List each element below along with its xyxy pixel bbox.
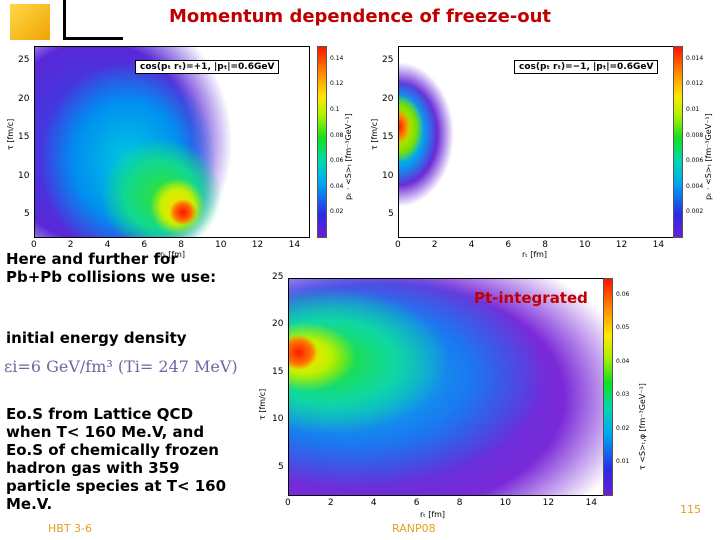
y-tick-label: 20 xyxy=(272,319,284,330)
decorative-square xyxy=(10,4,50,40)
y-tick-label: 25 xyxy=(382,55,394,66)
x-tick-label: 2 xyxy=(431,240,438,250)
colorbar-top-left xyxy=(317,46,327,238)
legend-top-right: cos(pₜ rₜ)=−1, |pₜ|=0.6GeV xyxy=(514,60,659,74)
x-tick-label: 10 xyxy=(215,240,227,250)
legend-top-left: cos(pₜ rₜ)=+1, |pₜ|=0.6GeV xyxy=(135,60,280,74)
colorbar-tick-label: 0.04 xyxy=(330,182,344,190)
x-tick-label: 2 xyxy=(327,498,334,508)
y-tick-label: 5 xyxy=(24,208,30,219)
page-number: 115 xyxy=(680,503,701,516)
colorbar-tick-label: 0.012 xyxy=(686,80,704,88)
x-tick-label: 12 xyxy=(615,240,628,250)
y-tick-label: 10 xyxy=(18,170,30,181)
x-tick-label: 8 xyxy=(542,240,548,250)
x-tick-label: 12 xyxy=(251,240,264,250)
x-tick-label: 14 xyxy=(585,498,597,508)
colorbar-tick-label: 0.002 xyxy=(686,208,704,216)
x-tick-label: 10 xyxy=(579,240,591,250)
x-tick-label: 0 xyxy=(285,498,291,508)
colorbar-tick-label: 0.1 xyxy=(330,106,340,113)
eos-line-3: Eo.S of chemically frozen xyxy=(6,441,219,459)
intro-text: Here and further for Pb+Pb collisions we… xyxy=(6,250,216,286)
y-tick-label: 5 xyxy=(388,208,394,219)
heatmap-panel-top-left xyxy=(34,46,310,238)
colorbar-tick-label: 0.014 xyxy=(686,54,704,62)
footer-left: HBT 3-6 xyxy=(48,522,92,535)
colorbar-axis-label: pₜ · <S>ₜ [fm⁻³GeV⁻¹] xyxy=(704,113,713,200)
x-axis-label: rₜ [fm] xyxy=(160,250,186,259)
colorbar-tick-label: 0.02 xyxy=(616,424,630,432)
colorbar-axis-label: pₜ · <S>ₜ [fm⁻³GeV⁻¹] xyxy=(344,113,353,200)
x-axis-label: rₜ [fm] xyxy=(522,250,548,259)
x-tick-label: 4 xyxy=(468,240,475,250)
colorbar-tick-label: 0.05 xyxy=(616,324,630,332)
colorbar-tick-label: 0.12 xyxy=(330,80,344,88)
eos-line-1: Eo.S from Lattice QCD xyxy=(6,405,194,423)
y-tick-label: 25 xyxy=(18,55,30,66)
colorbar-tick-label: 0.004 xyxy=(686,182,704,190)
colorbar-tick-label: 0.06 xyxy=(616,290,630,298)
decorative-vertical-line xyxy=(63,0,66,40)
colorbar-tick-label: 0.08 xyxy=(330,131,344,139)
heatmap-panel-top-right xyxy=(398,46,674,238)
y-tick-label: 10 xyxy=(272,414,284,425)
decorative-horizontal-line xyxy=(63,37,123,40)
y-axis-label: τ [fm/c] xyxy=(370,118,379,150)
pt-integrated-label: Pt-integrated xyxy=(474,289,588,307)
colorbar-top-right xyxy=(673,46,683,238)
intro-line-2: Pb+Pb collisions we use: xyxy=(6,268,217,286)
y-tick-label: 20 xyxy=(18,93,30,104)
x-tick-label: 6 xyxy=(505,240,512,250)
y-tick-label: 15 xyxy=(18,132,30,143)
x-tick-label: 12 xyxy=(542,498,555,508)
eos-text: Eo.S from Lattice QCD when T< 160 Me.V, … xyxy=(6,405,226,513)
x-tick-label: 0 xyxy=(395,240,401,250)
y-tick-label: 10 xyxy=(382,170,394,181)
colorbar-bottom xyxy=(603,278,613,496)
y-tick-label: 5 xyxy=(278,461,284,472)
x-tick-label: 8 xyxy=(178,240,184,250)
eos-line-5: particle species at T< 160 xyxy=(6,477,227,495)
slide-title: Momentum dependence of freeze-out xyxy=(168,6,552,27)
x-tick-label: 0 xyxy=(31,240,37,250)
colorbar-axis-label: τ <S>ₜ,φ [fm⁻³GeV⁻¹] xyxy=(638,383,647,470)
y-axis-label: τ [fm/c] xyxy=(6,118,15,150)
intro-line-1: Here and further for xyxy=(6,250,178,268)
y-axis-label: τ [fm/c] xyxy=(258,388,267,420)
colorbar-tick-label: 0.01 xyxy=(616,458,630,466)
colorbar-tick-label: 0.01 xyxy=(686,106,700,113)
x-axis-label: rₜ [fm] xyxy=(420,510,446,519)
y-tick-label: 20 xyxy=(382,93,394,104)
colorbar-tick-label: 0.008 xyxy=(686,131,704,139)
energy-density-formula: εi=6 GeV/fm³ (Ti= 247 MeV) xyxy=(4,357,238,376)
x-tick-label: 14 xyxy=(288,240,301,250)
colorbar-tick-label: 0.06 xyxy=(330,157,344,165)
x-tick-label: 6 xyxy=(413,498,420,508)
x-tick-label: 4 xyxy=(370,498,377,508)
y-tick-label: 15 xyxy=(272,366,284,377)
colorbar-tick-label: 0.14 xyxy=(330,54,344,62)
colorbar-tick-label: 0.04 xyxy=(616,357,630,365)
x-tick-label: 8 xyxy=(456,498,463,508)
colorbar-tick-label: 0.03 xyxy=(616,391,630,399)
footer-center: RANP08 xyxy=(392,522,436,535)
initial-energy-label: initial energy density xyxy=(6,329,187,347)
x-tick-label: 10 xyxy=(499,498,512,508)
x-tick-label: 4 xyxy=(104,240,111,250)
eos-line-2: when T< 160 Me.V, and xyxy=(6,423,205,441)
heatmap-panel-bottom xyxy=(288,278,610,496)
y-tick-label: 15 xyxy=(382,132,394,143)
x-tick-label: 14 xyxy=(652,240,665,250)
eos-line-6: Me.V. xyxy=(6,495,53,513)
eos-line-4: hadron gas with 359 xyxy=(6,459,180,477)
x-tick-label: 6 xyxy=(141,240,148,250)
colorbar-tick-label: 0.006 xyxy=(686,157,704,165)
y-tick-label: 25 xyxy=(272,272,284,282)
colorbar-tick-label: 0.02 xyxy=(330,208,344,216)
x-tick-label: 2 xyxy=(67,240,74,250)
